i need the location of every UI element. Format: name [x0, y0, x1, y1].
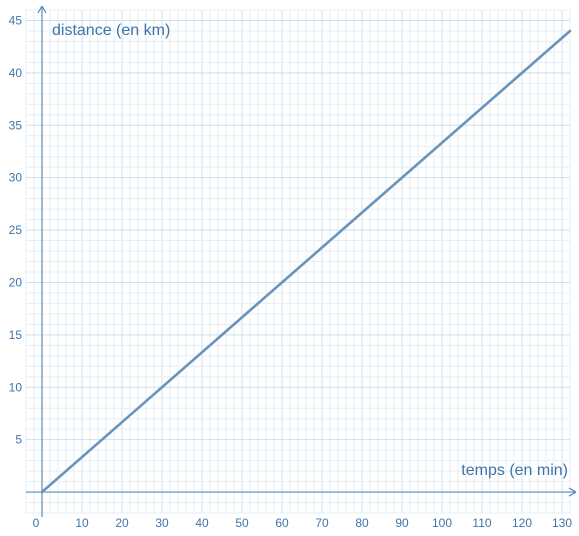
y-tick-label: 20	[9, 275, 23, 289]
x-axis-arrow-icon	[568, 487, 577, 497]
x-tick-label: 20	[115, 516, 129, 530]
axes	[26, 5, 577, 517]
y-tick-label: 40	[9, 66, 23, 80]
x-axis-title: temps (en min)	[461, 462, 568, 479]
x-tick-label: 30	[155, 516, 169, 530]
x-tick-label: 80	[355, 516, 369, 530]
x-tick-label: 50	[235, 516, 249, 530]
series	[40, 29, 572, 494]
x-tick-label: 130	[552, 516, 572, 530]
x-tick-label: 0	[33, 516, 40, 530]
y-tick-label: 15	[9, 328, 23, 342]
grid	[25, 9, 571, 514]
x-tick-label: 40	[195, 516, 209, 530]
x-tick-label: 70	[315, 516, 329, 530]
y-axis-title: distance (en km)	[52, 22, 170, 39]
x-tick-label: 90	[395, 516, 409, 530]
y-tick-label: 35	[9, 118, 23, 132]
y-axis-arrow-icon	[37, 5, 47, 14]
y-tick-label: 25	[9, 223, 23, 237]
y-tick-label: 10	[9, 380, 23, 394]
x-tick-label: 120	[512, 516, 532, 530]
x-tick-label: 10	[75, 516, 89, 530]
x-tick-label: 110	[472, 516, 491, 530]
series-line	[40, 29, 572, 494]
y-tick-label: 5	[15, 433, 22, 447]
x-tick-label: 60	[275, 516, 289, 530]
y-tick-label: 45	[9, 13, 23, 27]
y-tick-label: 30	[9, 171, 23, 185]
x-tick-label: 100	[432, 516, 452, 530]
tick-labels: 0 10 20 30 40 50 60 70 80 90 100 110 120 130 5 10 15 20 25…	[9, 13, 573, 530]
